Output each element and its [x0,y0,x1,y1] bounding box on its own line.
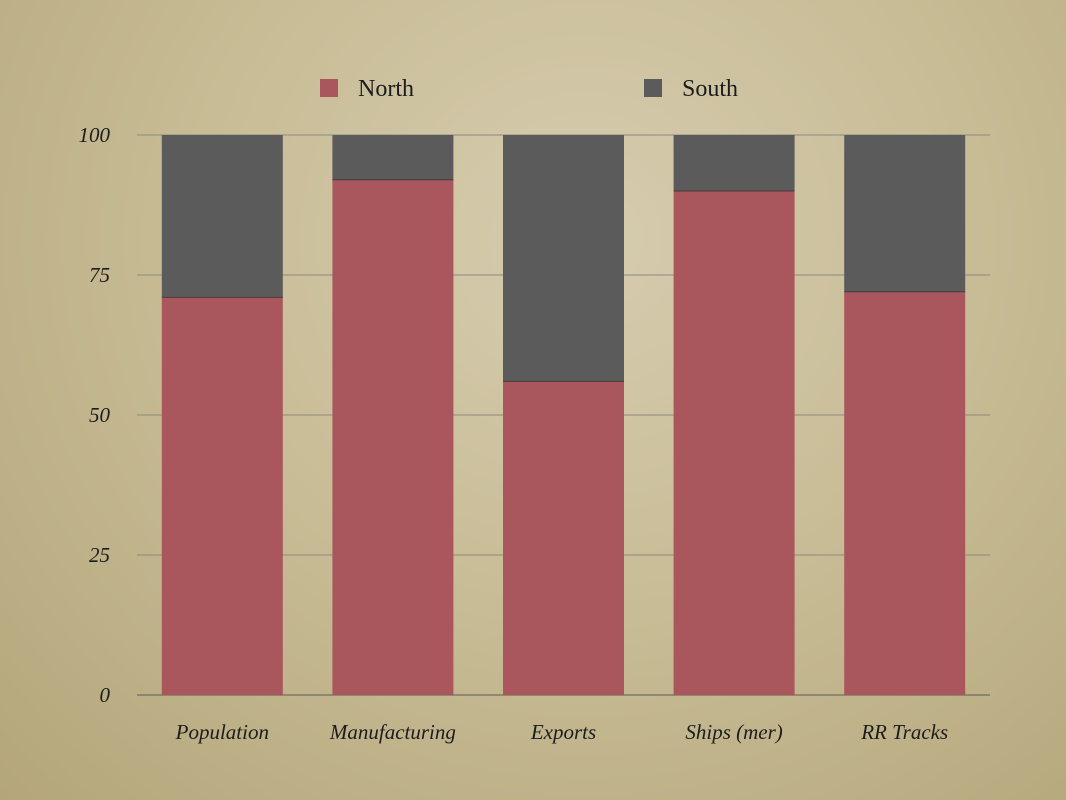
x-category-label: Manufacturing [329,720,456,744]
bar-south-0 [161,135,283,298]
legend-swatch-north [320,79,338,97]
y-tick-label: 100 [79,123,111,147]
y-tick-label: 50 [89,403,111,427]
bar-north-3 [673,191,795,695]
x-category-label: Exports [530,720,596,744]
x-category-label: RR Tracks [860,720,948,744]
bar-south-1 [332,135,454,180]
bar-south-2 [503,135,624,382]
bar-north-0 [161,297,283,695]
legend-label-north: North [358,76,414,102]
legend-label-south: South [682,76,738,102]
bar-north-4 [844,291,966,695]
bar-south-4 [844,135,966,292]
x-category-label: Ships (mer) [685,720,782,744]
y-axis-ticks: 0 25 50 75 100 [79,123,111,707]
legend-swatch-south [644,79,662,97]
legend: North South [320,76,738,102]
y-tick-label: 25 [89,543,110,567]
x-axis-labels: Population Manufacturing Exports Ships (mer… [175,720,949,744]
bar-north-2 [503,381,624,695]
x-category-label: Population [175,720,269,744]
bar-south-3 [673,135,795,191]
bar-north-1 [332,179,454,696]
y-tick-label: 0 [100,683,111,707]
y-tick-label: 75 [89,263,110,287]
bars [161,135,966,696]
